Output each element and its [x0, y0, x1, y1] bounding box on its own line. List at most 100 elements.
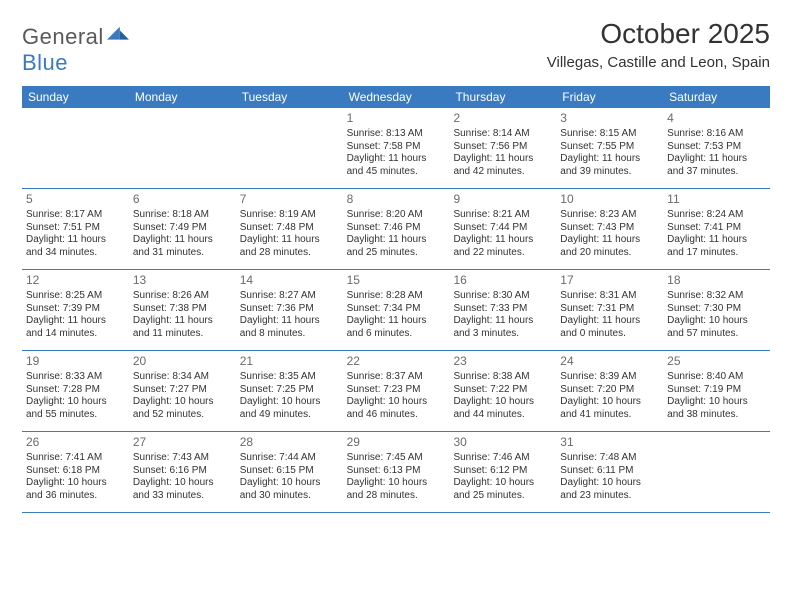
- day-detail-line: and 42 minutes.: [453, 166, 552, 179]
- day-detail-line: Daylight: 11 hours: [133, 234, 232, 247]
- day-detail-line: Sunrise: 7:48 AM: [560, 452, 659, 465]
- day-detail-line: Daylight: 11 hours: [26, 234, 125, 247]
- day-detail-line: Sunrise: 8:18 AM: [133, 209, 232, 222]
- day-number: 27: [133, 435, 232, 450]
- calendar-day-cell: 5Sunrise: 8:17 AMSunset: 7:51 PMDaylight…: [22, 189, 129, 269]
- weekday-header: Saturday: [663, 86, 770, 108]
- day-detail-line: Daylight: 10 hours: [347, 396, 446, 409]
- weekday-header: Thursday: [449, 86, 556, 108]
- month-title: October 2025: [547, 18, 770, 50]
- logo-text: General Blue: [22, 24, 104, 76]
- day-detail-line: Daylight: 11 hours: [453, 315, 552, 328]
- day-number: 23: [453, 354, 552, 369]
- day-number: 6: [133, 192, 232, 207]
- day-detail-line: Sunrise: 7:44 AM: [240, 452, 339, 465]
- calendar-day-cell: 17Sunrise: 8:31 AMSunset: 7:31 PMDayligh…: [556, 270, 663, 350]
- day-number: 29: [347, 435, 446, 450]
- calendar-day-cell: 1Sunrise: 8:13 AMSunset: 7:58 PMDaylight…: [343, 108, 450, 188]
- day-detail-line: Sunrise: 8:16 AM: [667, 128, 766, 141]
- day-detail-line: Sunset: 7:22 PM: [453, 384, 552, 397]
- day-detail-line: Sunrise: 8:15 AM: [560, 128, 659, 141]
- day-detail-line: and 11 minutes.: [133, 328, 232, 341]
- day-detail-line: Sunset: 7:43 PM: [560, 222, 659, 235]
- calendar-day-cell: 18Sunrise: 8:32 AMSunset: 7:30 PMDayligh…: [663, 270, 770, 350]
- day-detail-line: and 3 minutes.: [453, 328, 552, 341]
- calendar-day-cell: 30Sunrise: 7:46 AMSunset: 6:12 PMDayligh…: [449, 432, 556, 512]
- day-detail-line: Daylight: 10 hours: [26, 477, 125, 490]
- day-number: 3: [560, 111, 659, 126]
- day-number: 1: [347, 111, 446, 126]
- day-detail-line: and 41 minutes.: [560, 409, 659, 422]
- day-detail-line: Sunrise: 8:30 AM: [453, 290, 552, 303]
- day-detail-line: and 49 minutes.: [240, 409, 339, 422]
- day-detail-line: Sunset: 6:18 PM: [26, 465, 125, 478]
- day-detail-line: Sunset: 7:33 PM: [453, 303, 552, 316]
- calendar-week-row: 19Sunrise: 8:33 AMSunset: 7:28 PMDayligh…: [22, 351, 770, 432]
- day-number: 12: [26, 273, 125, 288]
- day-detail-line: Sunrise: 8:19 AM: [240, 209, 339, 222]
- day-detail-line: Daylight: 11 hours: [453, 234, 552, 247]
- day-detail-line: and 46 minutes.: [347, 409, 446, 422]
- day-detail-line: Daylight: 10 hours: [133, 477, 232, 490]
- day-detail-line: Sunrise: 8:39 AM: [560, 371, 659, 384]
- calendar-day-cell: 9Sunrise: 8:21 AMSunset: 7:44 PMDaylight…: [449, 189, 556, 269]
- day-detail-line: Sunset: 7:55 PM: [560, 141, 659, 154]
- day-detail-line: Sunrise: 8:23 AM: [560, 209, 659, 222]
- day-detail-line: and 25 minutes.: [453, 490, 552, 503]
- calendar-day-cell: 27Sunrise: 7:43 AMSunset: 6:16 PMDayligh…: [129, 432, 236, 512]
- day-detail-line: Sunset: 7:41 PM: [667, 222, 766, 235]
- day-detail-line: Sunset: 7:25 PM: [240, 384, 339, 397]
- day-number: 17: [560, 273, 659, 288]
- day-detail-line: Daylight: 11 hours: [453, 153, 552, 166]
- calendar-week-row: 12Sunrise: 8:25 AMSunset: 7:39 PMDayligh…: [22, 270, 770, 351]
- logo-triangle-icon: [107, 26, 129, 44]
- day-detail-line: and 30 minutes.: [240, 490, 339, 503]
- day-number: 9: [453, 192, 552, 207]
- day-number: 25: [667, 354, 766, 369]
- calendar-day-cell: 26Sunrise: 7:41 AMSunset: 6:18 PMDayligh…: [22, 432, 129, 512]
- day-detail-line: and 36 minutes.: [26, 490, 125, 503]
- day-detail-line: Sunrise: 8:35 AM: [240, 371, 339, 384]
- day-detail-line: Daylight: 11 hours: [26, 315, 125, 328]
- calendar-day-cell: 31Sunrise: 7:48 AMSunset: 6:11 PMDayligh…: [556, 432, 663, 512]
- day-detail-line: Sunset: 6:16 PM: [133, 465, 232, 478]
- day-detail-line: Sunset: 7:23 PM: [347, 384, 446, 397]
- weeks-container: 1Sunrise: 8:13 AMSunset: 7:58 PMDaylight…: [22, 108, 770, 513]
- day-detail-line: and 25 minutes.: [347, 247, 446, 260]
- calendar-day-cell: 25Sunrise: 8:40 AMSunset: 7:19 PMDayligh…: [663, 351, 770, 431]
- day-number: 2: [453, 111, 552, 126]
- day-detail-line: Sunrise: 8:32 AM: [667, 290, 766, 303]
- title-block: October 2025 Villegas, Castille and Leon…: [547, 18, 770, 71]
- header-row: General Blue October 2025 Villegas, Cast…: [22, 18, 770, 76]
- weekday-header: Friday: [556, 86, 663, 108]
- day-detail-line: Daylight: 11 hours: [347, 315, 446, 328]
- calendar-day-cell: 2Sunrise: 8:14 AMSunset: 7:56 PMDaylight…: [449, 108, 556, 188]
- day-detail-line: and 6 minutes.: [347, 328, 446, 341]
- day-detail-line: Sunset: 7:58 PM: [347, 141, 446, 154]
- day-detail-line: and 22 minutes.: [453, 247, 552, 260]
- day-detail-line: Sunrise: 8:14 AM: [453, 128, 552, 141]
- day-detail-line: Sunrise: 8:21 AM: [453, 209, 552, 222]
- day-number: 11: [667, 192, 766, 207]
- day-number: 8: [347, 192, 446, 207]
- day-detail-line: Daylight: 10 hours: [667, 396, 766, 409]
- day-detail-line: Daylight: 10 hours: [560, 396, 659, 409]
- day-detail-line: Sunset: 6:12 PM: [453, 465, 552, 478]
- day-number: 22: [347, 354, 446, 369]
- day-detail-line: and 37 minutes.: [667, 166, 766, 179]
- day-detail-line: and 44 minutes.: [453, 409, 552, 422]
- calendar-day-cell: 28Sunrise: 7:44 AMSunset: 6:15 PMDayligh…: [236, 432, 343, 512]
- day-detail-line: Daylight: 11 hours: [667, 153, 766, 166]
- day-detail-line: and 17 minutes.: [667, 247, 766, 260]
- calendar-day-cell: 14Sunrise: 8:27 AMSunset: 7:36 PMDayligh…: [236, 270, 343, 350]
- day-detail-line: Sunset: 7:53 PM: [667, 141, 766, 154]
- day-detail-line: Sunrise: 8:31 AM: [560, 290, 659, 303]
- day-detail-line: and 38 minutes.: [667, 409, 766, 422]
- calendar-day-cell: 7Sunrise: 8:19 AMSunset: 7:48 PMDaylight…: [236, 189, 343, 269]
- day-detail-line: Daylight: 11 hours: [240, 315, 339, 328]
- calendar-day-cell: 19Sunrise: 8:33 AMSunset: 7:28 PMDayligh…: [22, 351, 129, 431]
- calendar-day-cell: 10Sunrise: 8:23 AMSunset: 7:43 PMDayligh…: [556, 189, 663, 269]
- logo: General Blue: [22, 18, 129, 76]
- day-number: 19: [26, 354, 125, 369]
- day-detail-line: Sunset: 7:48 PM: [240, 222, 339, 235]
